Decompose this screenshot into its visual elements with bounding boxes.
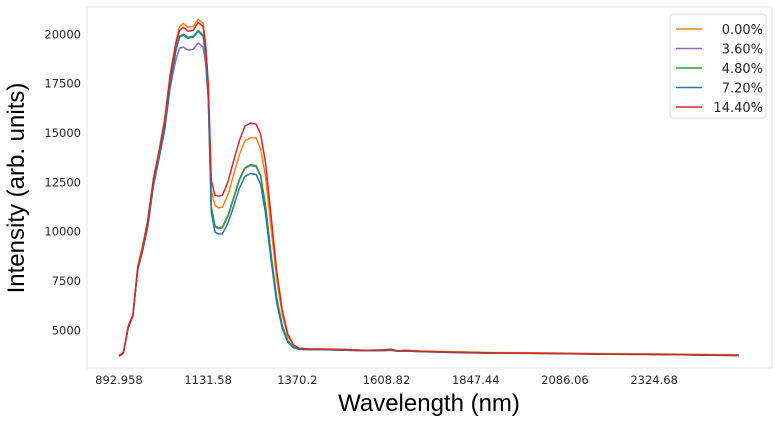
legend-label: 3.60%: [722, 43, 763, 58]
x-axis-ticks: 892.958 1131.58 1370.2 1608.82 1847.44 2086.0…: [95, 373, 678, 387]
series-line-4: [118, 21, 739, 357]
legend-label: 14.40%: [713, 101, 763, 116]
series-layer: [118, 18, 739, 357]
y-tick-label: 17500: [44, 77, 81, 91]
x-tick-label: 1608.82: [363, 373, 411, 387]
y-tick-label: 7500: [52, 274, 81, 288]
legend-box: [669, 13, 767, 119]
x-tick-label: 1847.44: [452, 373, 500, 387]
y-axis-label: Intensity (arb. units): [3, 83, 30, 294]
legend-label: 7.20%: [722, 82, 763, 97]
x-tick-label: 892.958: [95, 373, 143, 387]
legend-label: 4.80%: [722, 62, 763, 77]
y-tick-label: 20000: [44, 27, 81, 41]
y-tick-label: 10000: [44, 225, 81, 239]
y-axis-ticks: 5000 7500 10000 12500 15000 17500 20000: [44, 27, 81, 337]
plot-area: [86, 6, 773, 369]
x-tick-label: 1131.58: [184, 373, 232, 387]
x-tick-label: 1370.2: [277, 373, 317, 387]
y-tick-label: 5000: [52, 323, 81, 337]
legend: 0.00% 3.60% 4.80% 7.20% 14.40%: [669, 13, 767, 119]
y-tick-label: 15000: [44, 126, 81, 140]
x-axis-label: Wavelength (nm): [338, 390, 520, 417]
x-tick-label: 2324.68: [630, 373, 678, 387]
y-tick-label: 12500: [44, 175, 81, 189]
x-tick-label: 2086.06: [541, 373, 589, 387]
legend-label: 0.00%: [722, 23, 763, 38]
